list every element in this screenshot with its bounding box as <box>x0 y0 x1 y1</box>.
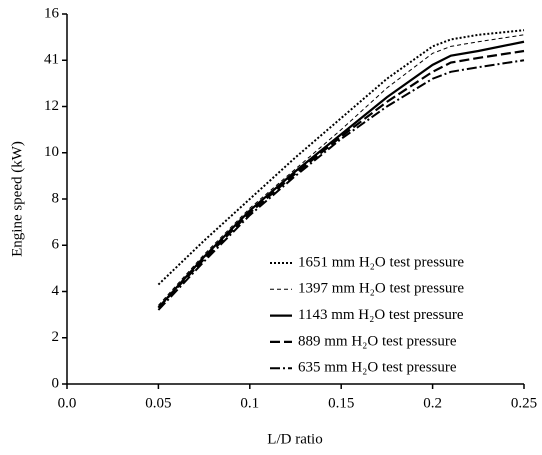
y-tick-label: 2 <box>52 329 60 345</box>
y-tick-label: 10 <box>44 144 59 160</box>
y-tick-label: 41 <box>44 52 59 68</box>
legend-label: 635 mm H₂O test pressure <box>298 360 457 376</box>
legend-label: 1651 mm H₂O test pressure <box>298 254 464 270</box>
y-tick-label: 16 <box>44 5 60 21</box>
x-axis-label: L/D ratio <box>267 431 322 447</box>
series-line <box>157 29 525 286</box>
legend-label: 889 mm H₂O test pressure <box>298 333 457 349</box>
x-tick-label: 0.0 <box>58 395 77 411</box>
y-tick-label: 4 <box>52 283 60 299</box>
x-tick-label: 0.1 <box>240 395 259 411</box>
y-tick-label: 8 <box>52 190 60 206</box>
x-tick-label: 0.25 <box>511 395 537 411</box>
legend-label: 1397 mm H₂O test pressure <box>298 281 464 297</box>
x-tick-label: 0.15 <box>328 395 354 411</box>
legend-label: 1143 mm H₂O test pressure <box>298 307 464 323</box>
series-line <box>157 49 525 309</box>
y-axis-label: Engine speed (kW) <box>9 141 25 257</box>
series-line <box>157 40 525 309</box>
y-tick-label: 6 <box>52 237 60 253</box>
series-line <box>158 34 525 306</box>
x-tick-label: 0.05 <box>145 395 171 411</box>
y-tick-label: 0 <box>52 375 60 391</box>
x-tick-label: 0.2 <box>423 395 442 411</box>
series-line <box>157 59 525 311</box>
y-tick-label: 12 <box>44 98 59 114</box>
